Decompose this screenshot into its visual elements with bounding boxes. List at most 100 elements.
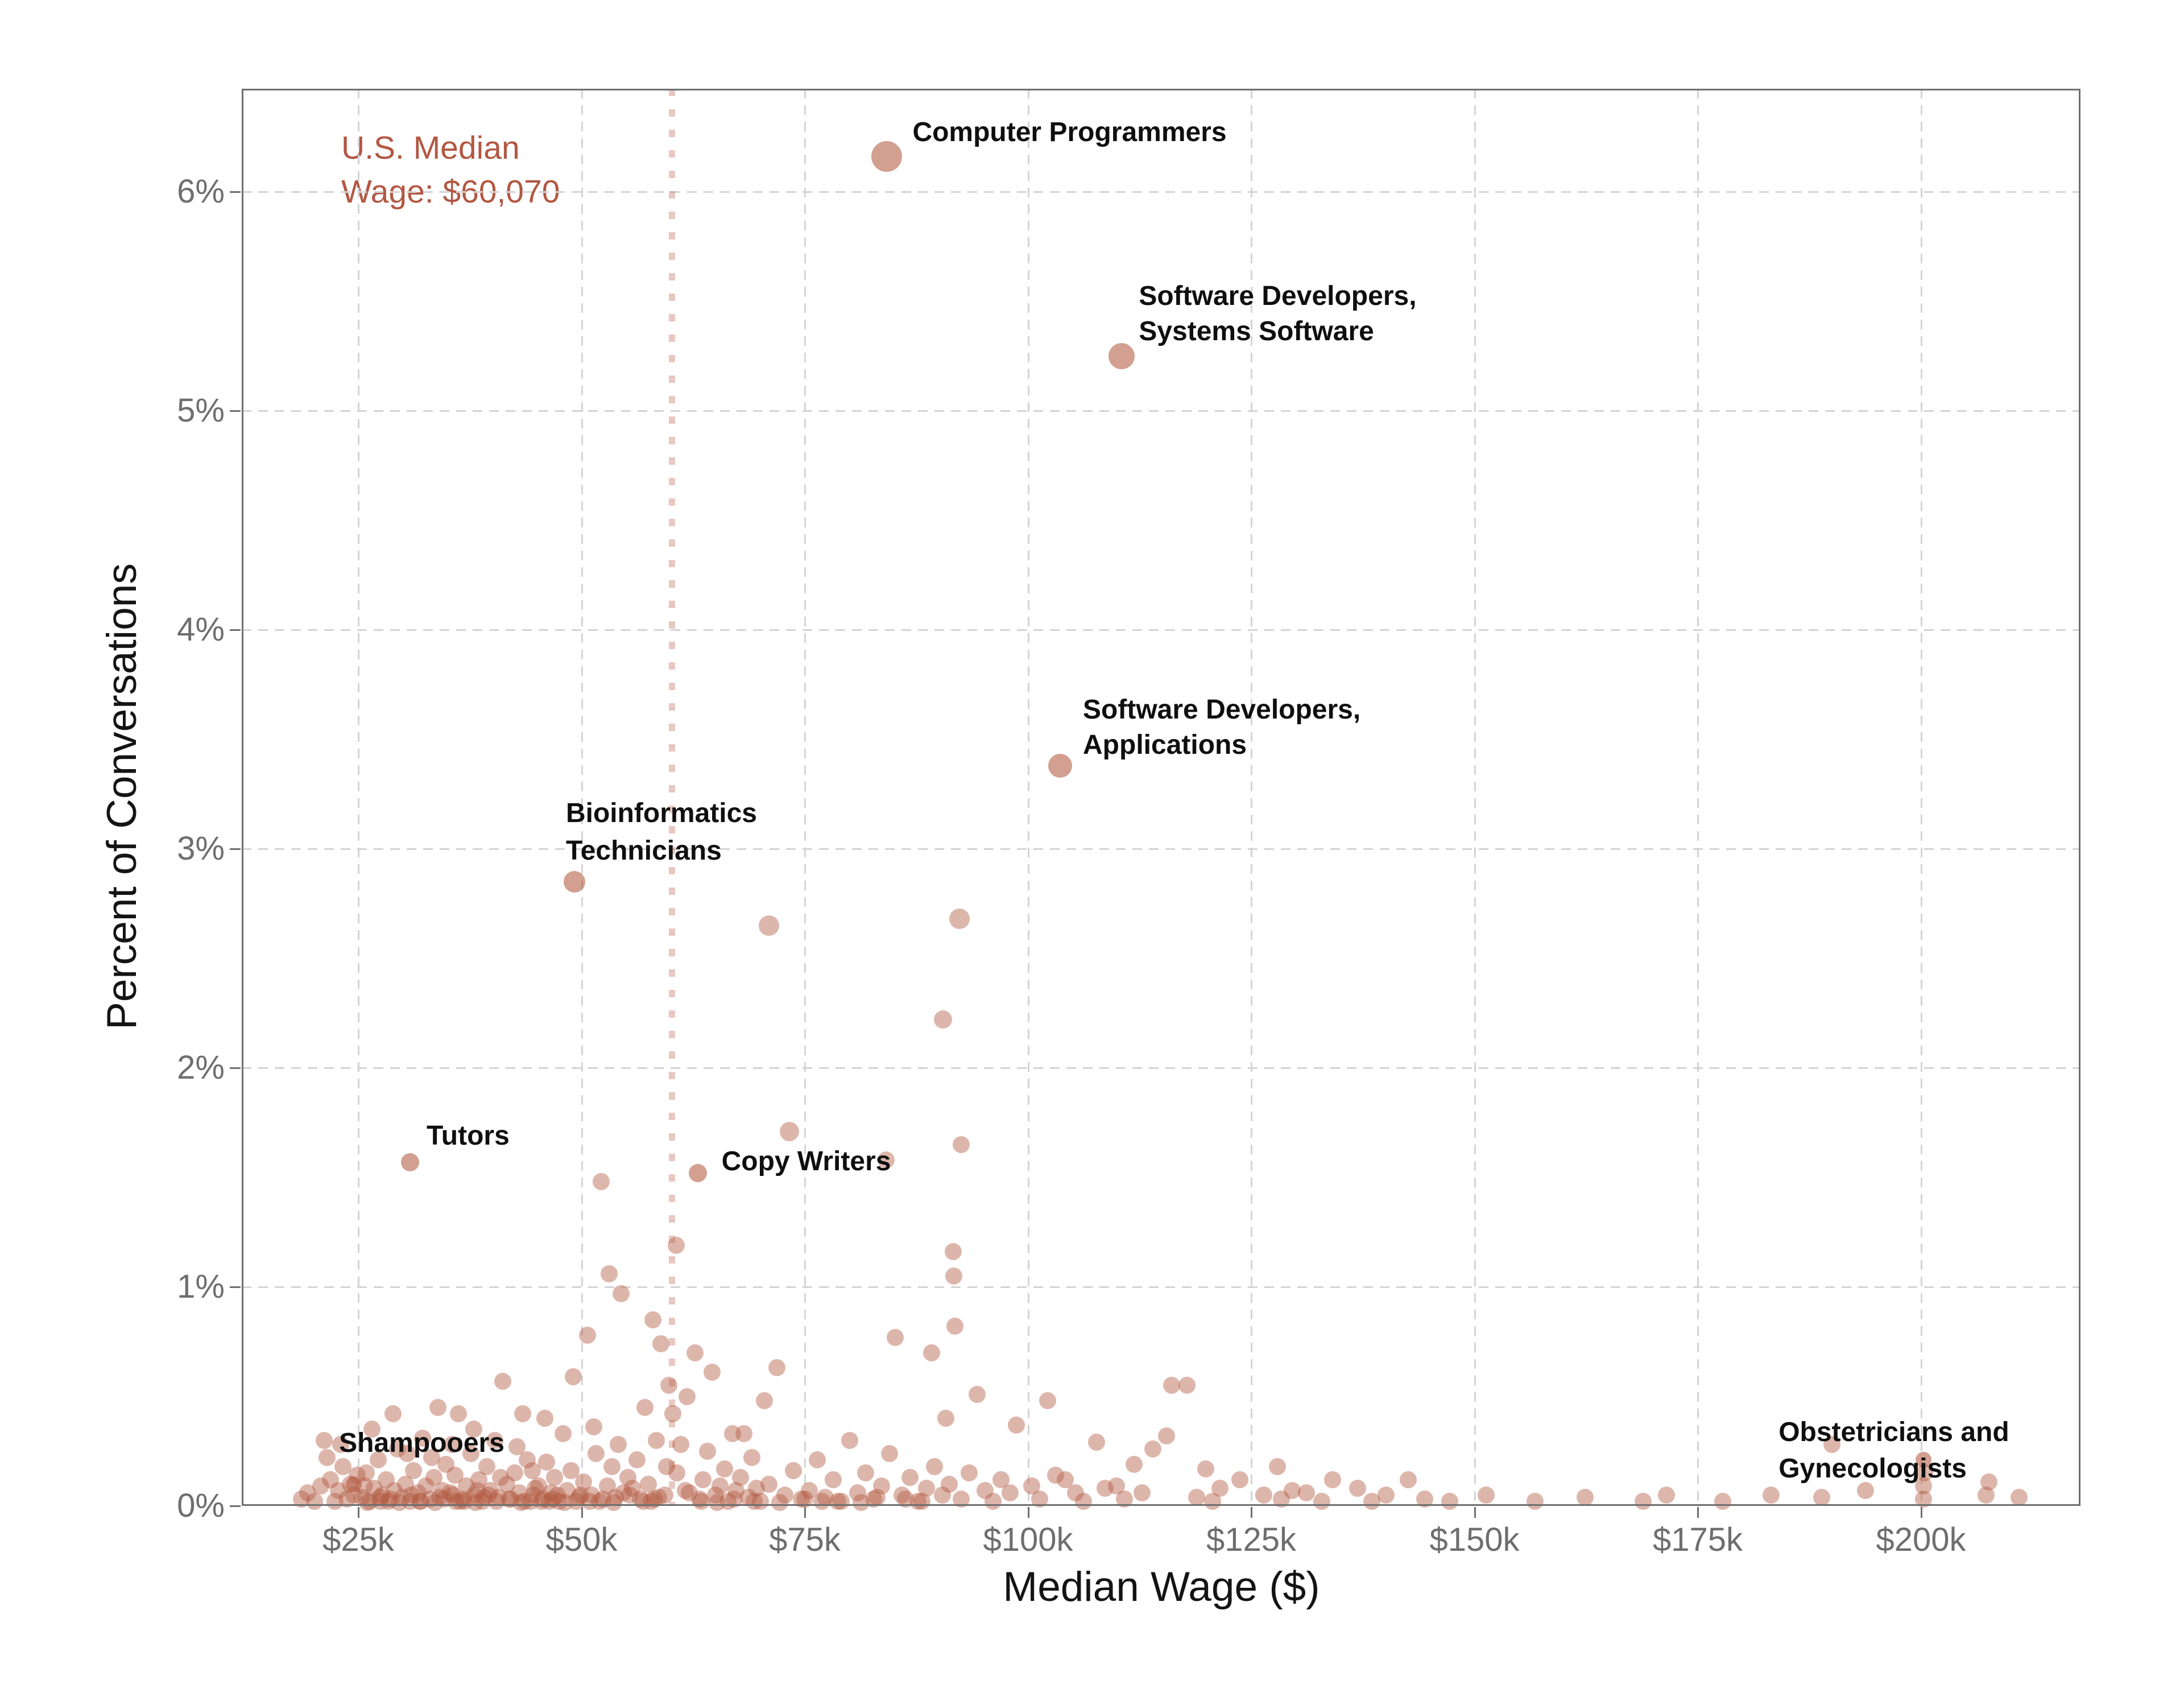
scatter-point	[1066, 1484, 1084, 1501]
x-tick-label: $175k	[1652, 1521, 1743, 1558]
scatter-point	[715, 1460, 733, 1477]
scatter-point	[944, 1243, 962, 1261]
scatter-point	[587, 1444, 605, 1462]
scatter-point	[412, 1493, 429, 1510]
point-obstetricians-and-gynecologists	[1916, 1452, 1932, 1468]
scatter-point	[474, 1493, 491, 1510]
scatter-point	[516, 1493, 533, 1510]
y-tick-label: 4%	[177, 611, 225, 648]
gridline-y-4	[242, 629, 2080, 631]
scatter-point	[833, 1493, 850, 1510]
gridline-y-3	[242, 848, 2080, 850]
scatter-point	[881, 1444, 899, 1462]
scatter-point	[945, 1267, 963, 1285]
scatter-point	[551, 1493, 568, 1510]
scatter-point	[937, 1410, 955, 1427]
scatter-point	[2011, 1488, 2028, 1506]
scatter-point	[330, 1482, 348, 1500]
x-tick-mark	[581, 1507, 583, 1518]
scatter-point	[1658, 1486, 1676, 1504]
scatter-point	[719, 1493, 737, 1510]
x-tick-label: $150k	[1429, 1521, 1520, 1558]
scatter-point	[1378, 1486, 1395, 1504]
scatter-point	[410, 1484, 427, 1501]
scatter-point	[312, 1477, 330, 1495]
scatter-point	[510, 1484, 528, 1501]
scatter-point	[470, 1471, 487, 1488]
scatter-point	[636, 1398, 653, 1416]
point-label: Gynecologists	[1778, 1454, 1967, 1484]
scatter-point	[603, 1458, 621, 1475]
scatter-point	[681, 1484, 698, 1501]
scatter-point	[1096, 1480, 1114, 1497]
scatter-point	[417, 1477, 435, 1495]
scatter-point	[825, 1471, 842, 1488]
scatter-point	[1211, 1480, 1229, 1497]
scatter-point	[1023, 1477, 1040, 1495]
scatter-point	[686, 1344, 704, 1361]
point-tutors	[401, 1153, 420, 1171]
x-tick-label: $25k	[322, 1521, 394, 1558]
scatter-point	[538, 1454, 556, 1471]
y-tick-mark	[230, 1505, 241, 1507]
scatter-point	[508, 1438, 526, 1456]
scatter-point	[678, 1388, 696, 1405]
scatter-point	[389, 1440, 407, 1458]
scatter-point	[494, 1372, 512, 1390]
scatter-point	[457, 1477, 475, 1495]
scatter-point	[664, 1405, 681, 1423]
y-tick-label: 5%	[177, 392, 225, 429]
scatter-point	[449, 1405, 467, 1423]
scatter-point	[447, 1493, 465, 1510]
scatter-point	[640, 1475, 657, 1493]
scatter-point	[425, 1468, 443, 1486]
scatter-point	[894, 1486, 911, 1504]
scatter-point	[1823, 1436, 1840, 1454]
x-tick-mark	[804, 1507, 806, 1518]
x-tick-mark	[1027, 1507, 1029, 1518]
scatter-point	[384, 1405, 402, 1423]
scatter-point	[952, 1136, 970, 1153]
scatter-point	[456, 1493, 473, 1510]
scatter-point	[949, 909, 970, 930]
scatter-point	[361, 1493, 379, 1510]
scatter-point	[433, 1482, 451, 1500]
scatter-point	[414, 1429, 432, 1447]
scatter-point	[800, 1482, 818, 1500]
scatter-point	[745, 1493, 763, 1510]
scatter-point	[1057, 1471, 1074, 1488]
scatter-point	[306, 1493, 324, 1510]
y-tick-mark	[230, 848, 241, 850]
scatter-point	[886, 1328, 904, 1346]
scatter-point	[985, 1493, 1002, 1510]
scatter-point	[743, 1449, 761, 1467]
scatter-point	[605, 1494, 623, 1512]
scatter-point	[536, 1410, 554, 1427]
scatter-point	[1762, 1486, 1780, 1504]
scatter-point	[518, 1451, 536, 1469]
scatter-point	[391, 1494, 408, 1512]
scatter-point	[612, 1285, 630, 1302]
gridline-x-25	[358, 89, 359, 1506]
scatter-point	[913, 1493, 930, 1510]
scatter-point	[514, 1405, 531, 1423]
scatter-point	[524, 1486, 542, 1504]
scatter-point	[760, 1475, 778, 1493]
scatter-point	[1477, 1486, 1495, 1504]
gridline-x-100	[1027, 89, 1029, 1506]
scatter-point	[363, 1421, 380, 1438]
scatter-point	[703, 1364, 721, 1381]
scatter-point	[490, 1488, 507, 1506]
scatter-point	[1978, 1486, 1995, 1504]
scatter-point	[623, 1480, 641, 1497]
scatter-point	[369, 1451, 387, 1469]
gridline-x-200	[1920, 89, 1922, 1506]
scatter-point	[1039, 1392, 1057, 1410]
point-shampooers	[346, 1476, 362, 1492]
scatter-point	[1188, 1488, 1206, 1506]
scatter-point	[992, 1471, 1010, 1488]
y-tick-mark	[230, 410, 241, 412]
scatter-point	[1134, 1484, 1151, 1501]
scatter-point	[411, 1493, 429, 1510]
scatter-point	[1915, 1477, 1933, 1495]
